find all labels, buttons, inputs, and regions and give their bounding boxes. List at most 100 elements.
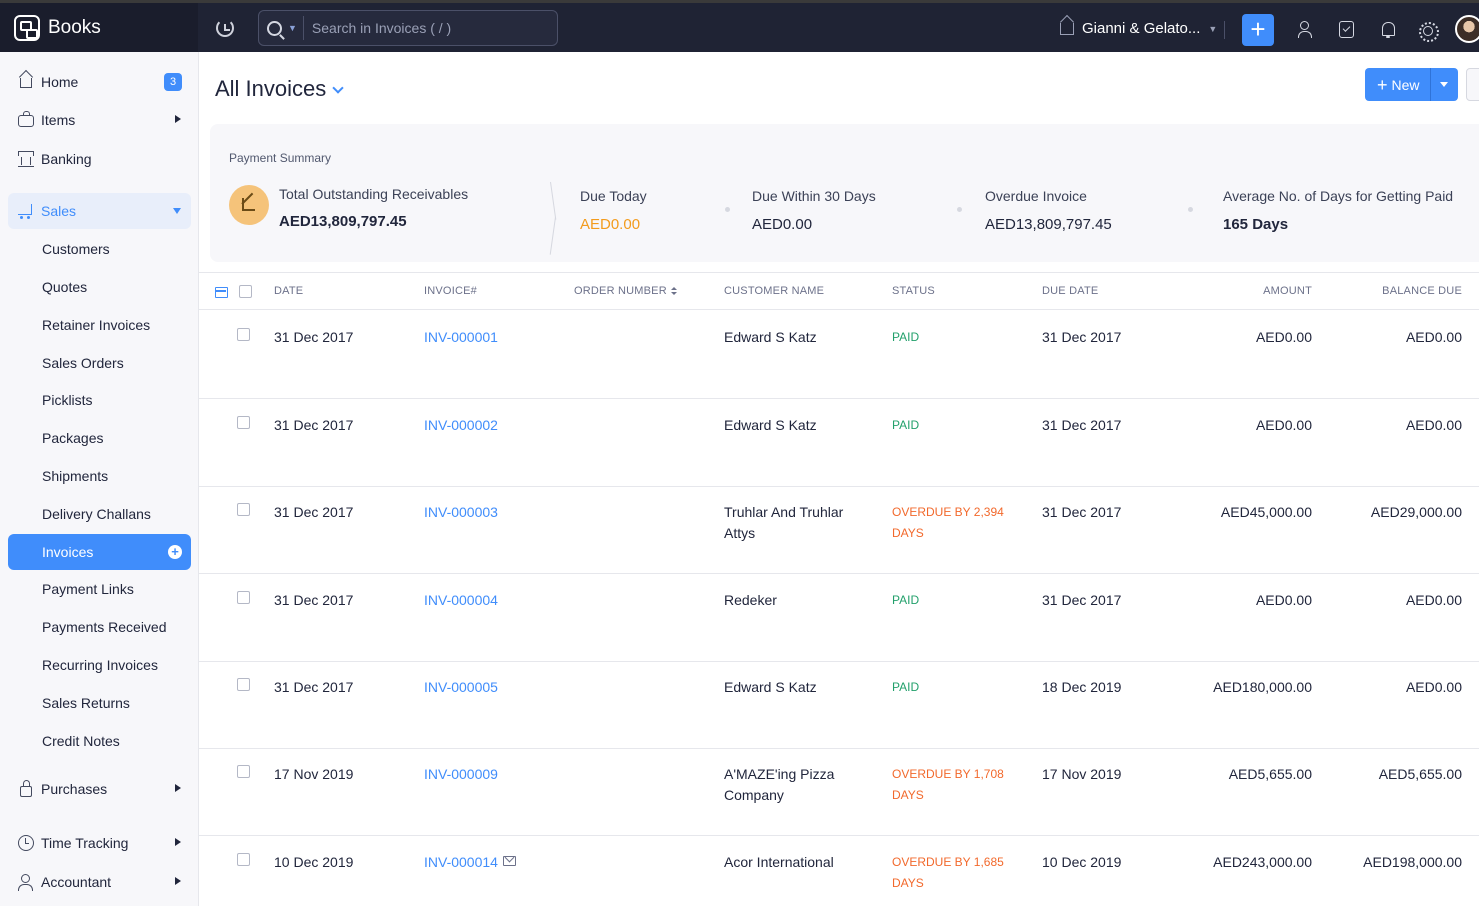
view-switcher[interactable]: All Invoices — [215, 76, 344, 102]
col-invoice[interactable]: INVOICE# — [424, 285, 477, 297]
sidebar-item-items[interactable]: Items — [8, 102, 191, 138]
sort-icon[interactable] — [670, 287, 677, 296]
sidebar-item-label: Quotes — [42, 279, 88, 295]
table-row[interactable]: 31 Dec 2017 INV-000004 Redeker PAID 31 Dec 2… — [199, 574, 1479, 662]
cell-balance-due: AED0.00 — [1405, 592, 1462, 608]
col-amount[interactable]: AMOUNT — [1263, 285, 1312, 297]
invoice-link[interactable]: INV-000002 — [424, 417, 498, 433]
cell-invoice-number[interactable]: INV-000002 — [424, 415, 498, 436]
sidebar-item-banking[interactable]: Banking — [8, 141, 191, 177]
new-invoice-button[interactable]: + New — [1365, 68, 1431, 101]
invoice-link[interactable]: INV-000009 — [424, 766, 498, 782]
sidebar: Home 3 Items Banking Sales Customers Quo… — [0, 52, 199, 906]
add-invoice-icon[interactable]: + — [168, 545, 182, 559]
column-settings-icon[interactable] — [215, 287, 228, 298]
email-sent-icon — [502, 856, 516, 866]
select-all-checkbox[interactable] — [239, 285, 252, 298]
sidebar-item-picklists[interactable]: Picklists — [8, 382, 191, 418]
cell-invoice-number[interactable]: INV-000001 — [424, 327, 498, 348]
accountant-icon — [18, 874, 34, 891]
row-checkbox[interactable] — [237, 328, 250, 341]
sidebar-item-sales[interactable]: Sales — [8, 193, 191, 229]
sidebar-item-sales-orders[interactable]: Sales Orders — [8, 345, 191, 381]
cell-invoice-number[interactable]: INV-000003 — [424, 502, 498, 523]
row-checkbox[interactable] — [237, 591, 250, 604]
chevron-right-icon — [175, 838, 181, 846]
col-balance-due[interactable]: BALANCE DUE — [1382, 285, 1462, 297]
sidebar-item-payments-received[interactable]: Payments Received — [8, 609, 191, 645]
app-name: Books — [48, 16, 101, 38]
cell-date: 10 Dec 2019 — [274, 854, 354, 870]
avatar[interactable] — [1455, 15, 1479, 43]
sidebar-item-label: Retainer Invoices — [42, 317, 151, 333]
org-switcher[interactable]: Gianni & Gelato... ▼ — [1060, 20, 1217, 37]
invoice-link[interactable]: INV-000014 — [424, 854, 498, 870]
more-options-button[interactable] — [1466, 68, 1479, 101]
sidebar-item-delivery-challans[interactable]: Delivery Challans — [8, 496, 191, 532]
table-row[interactable]: 31 Dec 2017 INV-000003 Truhlar And Truhlar… — [199, 486, 1479, 574]
sidebar-item-label: Accountant — [41, 874, 112, 890]
recent-activity-icon[interactable] — [216, 19, 234, 37]
new-button-label: New — [1391, 76, 1420, 93]
sidebar-item-retainer-invoices[interactable]: Retainer Invoices — [8, 307, 191, 343]
chevron-right-icon — [175, 877, 181, 885]
cell-invoice-number[interactable]: INV-000004 — [424, 590, 498, 611]
sidebar-item-payment-links[interactable]: Payment Links — [8, 571, 191, 607]
task-icon[interactable] — [1339, 21, 1354, 38]
table-row[interactable]: 31 Dec 2017 INV-000005 Edward S Katz PAID 18… — [199, 661, 1479, 749]
invoice-link[interactable]: INV-000001 — [424, 329, 498, 345]
sidebar-item-recurring-invoices[interactable]: Recurring Invoices — [8, 647, 191, 683]
sidebar-item-label: Shipments — [42, 468, 109, 484]
row-checkbox[interactable] — [237, 765, 250, 778]
cell-customer-name: Truhlar And Truhlar Attys — [724, 504, 844, 541]
row-checkbox[interactable] — [237, 503, 250, 516]
sidebar-item-credit-notes[interactable]: Credit Notes — [8, 723, 191, 759]
row-checkbox[interactable] — [237, 678, 250, 691]
sidebar-item-label: Purchases — [41, 781, 108, 797]
sidebar-item-packages[interactable]: Packages — [8, 420, 191, 456]
people-icon[interactable] — [1298, 21, 1316, 39]
table-row[interactable]: 10 Dec 2019 INV-000014 Acor International O… — [199, 836, 1479, 906]
sidebar-item-home[interactable]: Home 3 — [8, 64, 191, 100]
sidebar-item-shipments[interactable]: Shipments — [8, 458, 191, 494]
new-button-group: + New — [1365, 68, 1458, 101]
search-input[interactable] — [311, 20, 542, 36]
col-customer[interactable]: CUSTOMER NAME — [724, 285, 825, 297]
invoice-link[interactable]: INV-000004 — [424, 592, 498, 608]
sidebar-item-customers[interactable]: Customers — [8, 231, 191, 267]
col-due-date[interactable]: DUE DATE — [1042, 285, 1099, 297]
sidebar-item-label: Customers — [42, 241, 110, 257]
cell-invoice-number[interactable]: INV-000009 — [424, 764, 498, 785]
brand[interactable]: Books — [0, 3, 198, 52]
gear-icon[interactable] — [1418, 21, 1439, 42]
invoice-link[interactable]: INV-000005 — [424, 679, 498, 695]
cell-invoice-number[interactable]: INV-000014 — [424, 852, 516, 873]
sidebar-item-quotes[interactable]: Quotes — [8, 269, 191, 305]
search-filter-chevron-icon[interactable]: ▼ — [288, 23, 297, 33]
invoice-link[interactable]: INV-000003 — [424, 504, 498, 520]
table-row[interactable]: 17 Nov 2019 INV-000009 A'MAZE'ing Pizza Co… — [199, 748, 1479, 836]
new-dropdown-button[interactable] — [1431, 68, 1458, 101]
sidebar-item-sales-returns[interactable]: Sales Returns — [8, 685, 191, 721]
row-checkbox[interactable] — [237, 416, 250, 429]
search-box[interactable]: ▼ — [258, 10, 558, 46]
bell-icon[interactable] — [1379, 21, 1397, 39]
search-icon[interactable] — [267, 20, 282, 36]
sidebar-item-time-tracking[interactable]: Time Tracking — [8, 825, 191, 861]
col-status[interactable]: STATUS — [892, 285, 935, 297]
quick-create-button[interactable]: + — [1242, 14, 1274, 46]
col-date[interactable]: DATE — [274, 285, 304, 297]
row-checkbox[interactable] — [237, 853, 250, 866]
sidebar-item-invoices[interactable]: Invoices + — [8, 534, 191, 570]
col-order-number[interactable]: ORDER NUMBER — [574, 285, 677, 297]
cell-invoice-number[interactable]: INV-000005 — [424, 677, 498, 698]
sidebar-item-accountant[interactable]: Accountant — [8, 864, 191, 900]
sidebar-item-label: Home — [41, 74, 79, 90]
receivables-value: AED13,809,797.45 — [279, 213, 407, 230]
table-row[interactable]: 31 Dec 2017 INV-000001 Edward S Katz PAID 31… — [199, 311, 1479, 399]
cell-customer-name: Edward S Katz — [724, 679, 817, 695]
due-30-label: Due Within 30 Days — [752, 188, 876, 204]
divider — [1224, 21, 1225, 39]
sidebar-item-purchases[interactable]: Purchases — [8, 771, 191, 807]
table-row[interactable]: 31 Dec 2017 INV-000002 Edward S Katz PAID 31… — [199, 399, 1479, 487]
